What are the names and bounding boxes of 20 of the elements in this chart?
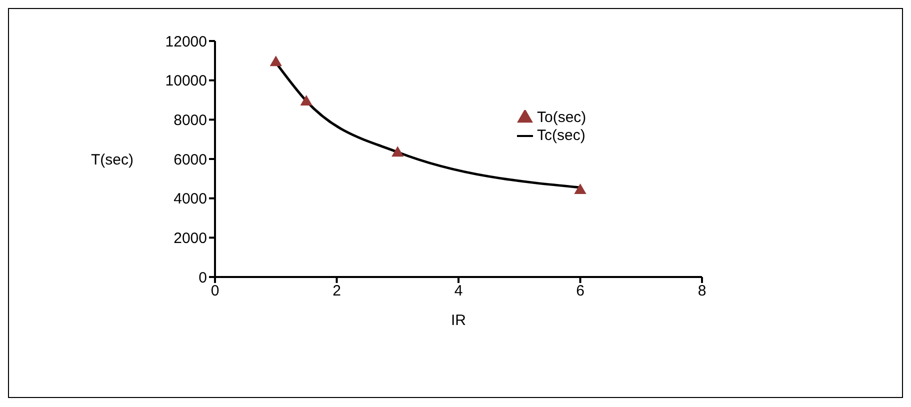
- y-axis-title: T(sec): [91, 151, 134, 168]
- y-tick-label: 12000: [165, 33, 207, 50]
- x-tick-label: 4: [454, 282, 463, 300]
- x-tick-label: 2: [332, 282, 341, 300]
- y-tick-label: 10000: [165, 72, 207, 90]
- y-tick-label: 4000: [174, 190, 207, 208]
- point: [574, 183, 586, 194]
- legend-label: To(sec): [537, 109, 586, 126]
- x-axis-title: IR: [451, 312, 466, 329]
- point: [270, 56, 282, 66]
- legend-label: Tc(sec): [537, 127, 586, 144]
- point: [300, 94, 312, 106]
- y-tick-label: 2000: [174, 230, 207, 247]
- y-tick-label: 8000: [174, 112, 207, 129]
- x-tick-label: 6: [576, 282, 584, 300]
- point: [392, 146, 404, 157]
- y-tick-label: 0: [198, 269, 207, 286]
- x-tick-label: 8: [698, 282, 706, 300]
- x-tick-label: 0: [210, 282, 220, 300]
- y-tick-label: 6000: [174, 151, 207, 168]
